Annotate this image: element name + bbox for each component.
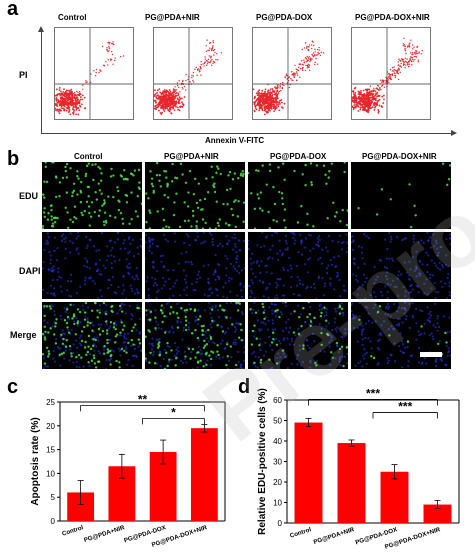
y-tick-label: 50: [273, 417, 282, 426]
flow-plot-pg-pda-nir: [153, 27, 233, 120]
flow-plot-pg-pda-dox: [252, 27, 332, 120]
micrograph-merge-2: [145, 302, 245, 369]
x-tick-label-1: Control: [289, 526, 312, 540]
dot-cloud: [252, 40, 325, 116]
flow-plot-pg-pda-dox-nir: [351, 27, 431, 120]
flow-title-pg-pda-dox: PG@PDA-DOX: [256, 13, 313, 22]
dot-cloud: [54, 41, 125, 116]
y-tick-label: 0: [278, 519, 283, 528]
micrograph-merge-4: [351, 302, 451, 369]
micrograph-dapi-3: [248, 232, 348, 299]
y-axis-label: Apoptosis rate (%): [30, 417, 41, 505]
micro-col-control: Control: [74, 152, 103, 161]
bar-4: [190, 428, 218, 521]
y-tick-label: 25: [46, 398, 55, 407]
micrograph-dapi-1: [42, 232, 142, 299]
micrograph-dapi-2: [145, 232, 245, 299]
micro-col-pg-pda-dox-nir: PG@PDA-DOX+NIR: [362, 152, 437, 161]
sig-label-1: **: [138, 392, 148, 406]
y-tick-label: 60: [273, 396, 282, 405]
flow-title-control: Control: [58, 13, 87, 22]
y-tick-label: 10: [46, 469, 55, 478]
micrograph-edu-1: [42, 162, 142, 229]
panel-a-x-axis-label: Annexin V-FITC: [205, 136, 265, 145]
chart-c: 0 5 10 15 20 25 Apoptosis rate (%) ControlPG@PD…: [30, 392, 226, 549]
micrograph-merge-3: [248, 302, 348, 369]
micrograph-edu-2: [145, 162, 245, 229]
panel-a-y-arrow: [38, 26, 44, 32]
y-tick-label: 40: [273, 437, 282, 446]
y-tick-label: 20: [46, 422, 55, 431]
x-tick-label-2: PG@PDA+NIR: [83, 524, 126, 544]
panel-d-letter: d: [238, 376, 251, 398]
panel-c-letter: c: [7, 376, 19, 398]
micrograph-edu-4: [351, 162, 451, 229]
bar-1: [294, 422, 323, 523]
sig-label-2: *: [171, 405, 176, 419]
bar-4: [423, 504, 452, 523]
x-tick-label-1: Control: [61, 524, 84, 538]
micro-row-dapi: DAPI: [19, 266, 41, 276]
y-tick-label: 10: [273, 499, 282, 508]
panel-a-letter: a: [7, 0, 19, 20]
flow-plot-control: [54, 27, 134, 120]
bar-3: [380, 471, 409, 523]
dot-cloud: [153, 39, 223, 116]
sig-label-2: ***: [398, 399, 412, 413]
y-tick-label: 5: [51, 493, 56, 502]
scale-bar: [420, 352, 442, 357]
dot-cloud: [351, 37, 423, 114]
panel-b-letter: b: [7, 148, 20, 170]
bar-2: [337, 443, 366, 523]
micrograph-dapi-4: [351, 232, 451, 299]
micro-col-pg-pda-dox: PG@PDA-DOX: [270, 152, 327, 161]
micro-row-edu: EDU: [19, 191, 39, 201]
y-axis-label: Relative EDU-positive cells (%): [257, 388, 268, 535]
micrograph-edu-3: [248, 162, 348, 229]
x-tick-label-2: PG@PDA+NIR: [313, 526, 356, 546]
y-tick-label: 20: [273, 478, 282, 487]
y-tick-label: 30: [273, 458, 282, 467]
sig-label-1: ***: [366, 386, 380, 400]
flow-title-pg-pda-nir: PG@PDA+NIR: [145, 13, 200, 22]
micro-row-merge: Merge: [10, 330, 37, 340]
micro-col-pg-pda-nir: PG@PDA+NIR: [164, 152, 219, 161]
panel-a-y-axis-label: PI: [19, 70, 28, 80]
panel-a-y-axis-line: [41, 30, 42, 133]
panel-a-x-arrow: [451, 130, 457, 136]
plot-frame: [351, 27, 431, 120]
flow-title-pg-pda-dox-nir: PG@PDA-DOX+NIR: [355, 13, 430, 22]
micrograph-merge-1: [42, 302, 142, 369]
y-tick-label: 15: [46, 446, 55, 455]
y-tick-label: 0: [51, 517, 56, 526]
chart-d: 0 10 20 30 40 50 60 Relative EDU-positive cells…: [257, 386, 460, 551]
panel-a-x-axis-line: [41, 133, 451, 134]
